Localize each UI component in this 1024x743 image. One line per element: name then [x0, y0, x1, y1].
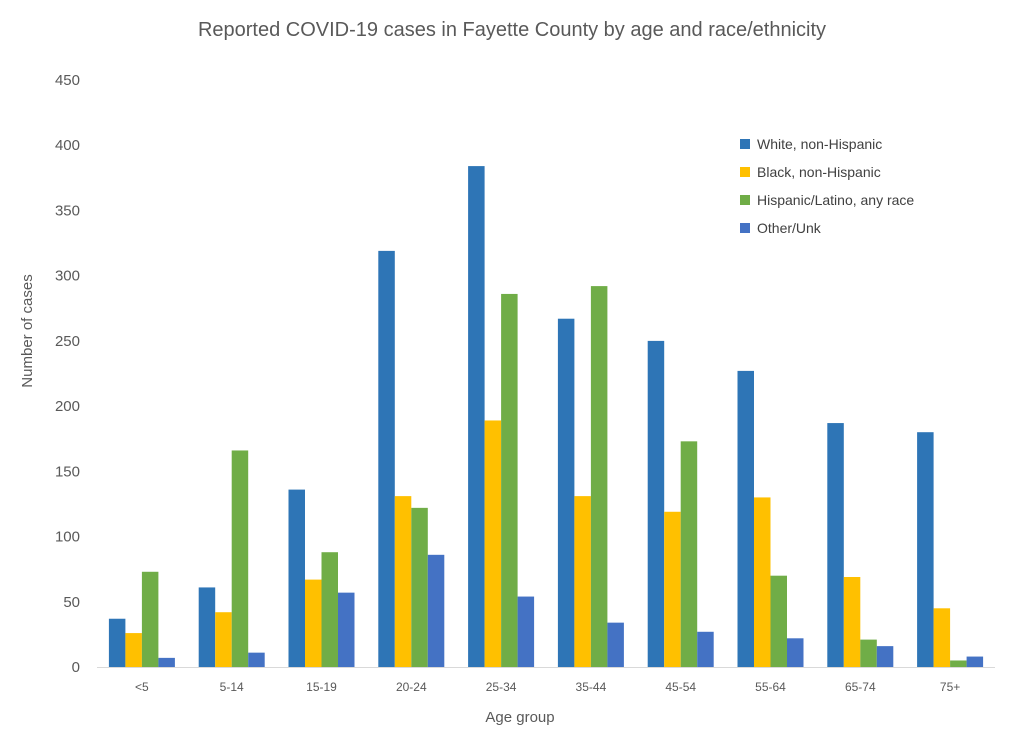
- bar: [501, 293, 518, 667]
- legend-entry: White, non-Hispanic: [757, 136, 882, 152]
- x-tick-label: 5-14: [220, 680, 244, 694]
- bar: [876, 646, 894, 667]
- y-tick-label: 200: [55, 398, 80, 415]
- x-tick-label: 15-19: [306, 680, 337, 694]
- bar: [697, 631, 714, 667]
- bar: [787, 638, 804, 667]
- bar: [321, 552, 338, 667]
- bar: [468, 166, 485, 668]
- legend-swatch: [740, 139, 750, 149]
- y-tick-label: 350: [55, 202, 80, 219]
- bar: [607, 622, 624, 667]
- x-tick-label: 75+: [940, 680, 960, 694]
- x-tick-label: 45-54: [665, 680, 696, 694]
- x-tick-label: <5: [135, 680, 149, 694]
- x-tick-label: 55-64: [755, 680, 786, 694]
- bar: [484, 420, 502, 667]
- bar: [248, 652, 265, 667]
- x-tick-label: 25-34: [486, 680, 517, 694]
- bar: [394, 496, 412, 667]
- legend-swatch: [740, 195, 750, 205]
- bar: [827, 423, 844, 667]
- legend-entry: Other/Unk: [757, 220, 822, 236]
- bar: [917, 432, 934, 667]
- bar: [737, 370, 754, 667]
- bar: [860, 639, 877, 667]
- bar: [305, 579, 322, 667]
- y-tick-label: 400: [55, 137, 80, 154]
- bar: [411, 507, 428, 667]
- bar: [770, 575, 787, 667]
- bar: [574, 496, 591, 667]
- y-tick-label: 0: [72, 659, 80, 676]
- x-tick-label: 65-74: [845, 680, 876, 694]
- legend-entry: Black, non-Hispanic: [757, 164, 881, 180]
- chart-title: Reported COVID-19 cases in Fayette Count…: [198, 19, 826, 41]
- y-axis-label: Number of cases: [19, 274, 36, 387]
- y-tick-label: 50: [63, 594, 80, 611]
- x-tick-label: 35-44: [576, 680, 607, 694]
- bar: [517, 596, 535, 667]
- y-tick-label: 100: [55, 529, 80, 546]
- bar: [427, 554, 445, 667]
- bar: [338, 592, 355, 667]
- bar: [933, 608, 951, 667]
- bar: [680, 441, 698, 667]
- bar: [557, 318, 575, 667]
- x-axis-label: Age group: [485, 709, 554, 726]
- bar: [754, 497, 771, 667]
- bar: [158, 657, 175, 667]
- bar: [108, 618, 126, 667]
- bar: [843, 576, 861, 667]
- bar: [647, 340, 665, 667]
- bar: [198, 587, 216, 667]
- bar: [231, 450, 249, 667]
- bar: [950, 660, 967, 667]
- legend-entry: Hispanic/Latino, any race: [757, 192, 914, 208]
- y-tick-label: 300: [55, 268, 80, 285]
- legend-swatch: [740, 223, 750, 233]
- y-tick-label: 450: [55, 72, 80, 89]
- bar: [664, 511, 681, 667]
- bar: [378, 250, 395, 668]
- bar: [966, 656, 984, 667]
- bar: [288, 489, 305, 667]
- y-tick-label: 150: [55, 463, 80, 480]
- y-tick-label: 250: [55, 333, 80, 350]
- plot-area: 0 50 100 150 200 250 300 350 400 450 <5 5-14 15-19 20…: [55, 72, 995, 694]
- legend-swatch: [740, 167, 750, 177]
- bar: [590, 286, 608, 667]
- bar: [141, 571, 159, 667]
- legend: White, non-Hispanic Black, non-Hispanic Hi…: [740, 136, 914, 236]
- x-tick-label: 20-24: [396, 680, 427, 694]
- bar: [125, 633, 142, 667]
- bar: [215, 612, 232, 667]
